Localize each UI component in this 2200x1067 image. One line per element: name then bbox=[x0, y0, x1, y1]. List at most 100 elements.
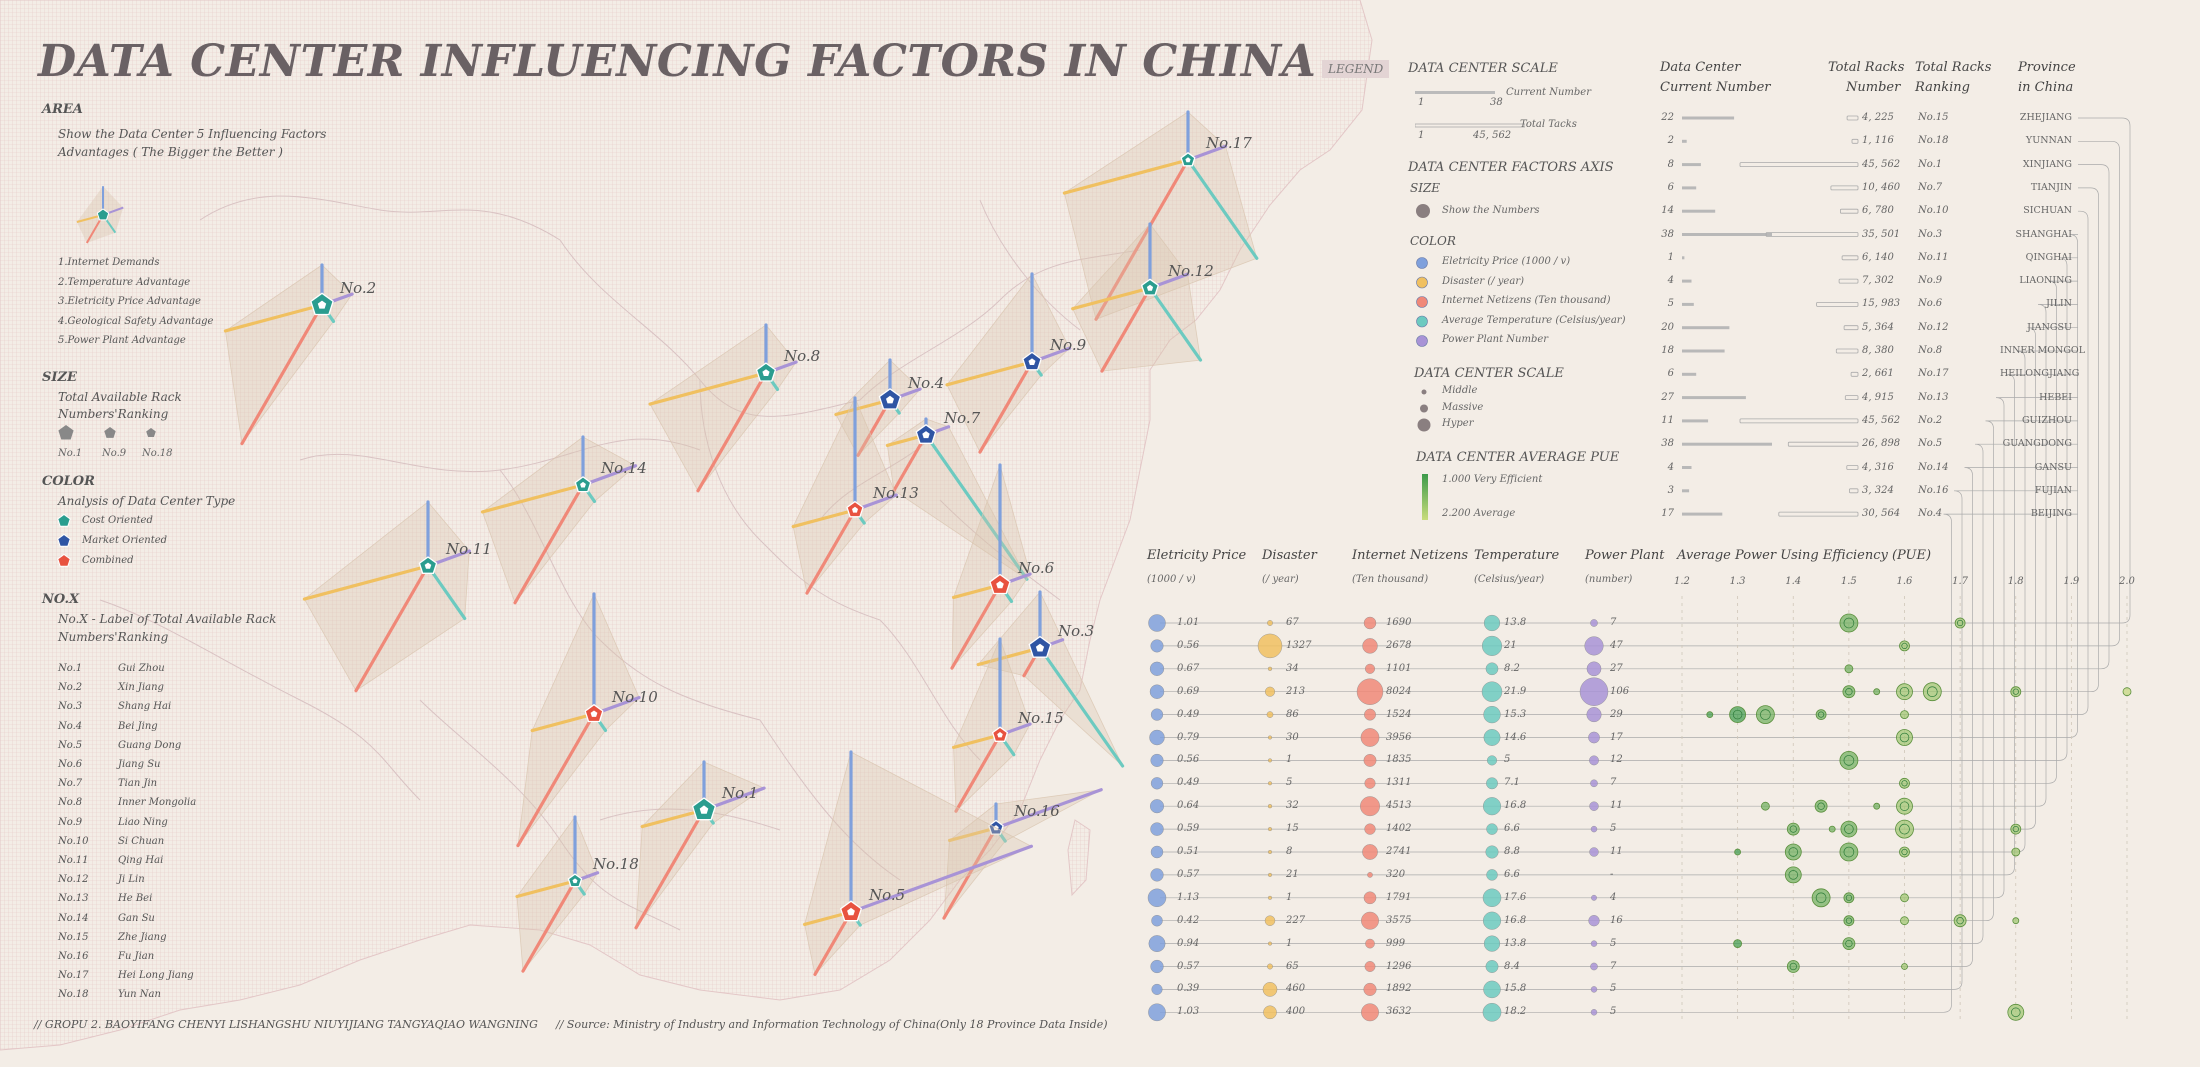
factor-value: 2741 bbox=[1386, 846, 1412, 857]
table-header-province: in China bbox=[2018, 80, 2074, 95]
pue-bubble bbox=[1734, 848, 1741, 856]
total-tacks-bar bbox=[1415, 123, 1525, 128]
factor-bubble bbox=[1264, 686, 1275, 697]
pue-bubble bbox=[1896, 797, 1913, 815]
rack-bar bbox=[1846, 465, 1859, 470]
table-header-ranking: Ranking bbox=[1915, 80, 1970, 95]
pue-bubble bbox=[1899, 640, 1910, 652]
radar-axis bbox=[240, 303, 324, 446]
ranking-province: Gui Zhou bbox=[118, 663, 165, 674]
color-heading: COLOR bbox=[42, 474, 95, 489]
pue-bubble bbox=[1842, 937, 1856, 950]
connector-line bbox=[1160, 397, 2078, 899]
marker-center bbox=[997, 732, 1003, 738]
col-unit-temp: (Celsius/year) bbox=[1474, 574, 1545, 585]
factor-bubble bbox=[1485, 960, 1499, 973]
radar-axis bbox=[1100, 286, 1152, 373]
rack-number: 26, 898 bbox=[1862, 438, 1901, 450]
rack-bar bbox=[1765, 232, 1859, 237]
factor-bubble bbox=[1590, 986, 1598, 993]
scale2-label: Middle bbox=[1442, 385, 1478, 396]
factor-value: 0.67 bbox=[1177, 662, 1200, 674]
ranking-province: Bei Jing bbox=[118, 720, 158, 732]
dc-count: 8 bbox=[1667, 158, 1674, 170]
pue-bubble bbox=[1895, 819, 1914, 839]
factor-bubble bbox=[1486, 755, 1497, 766]
pue-bubble-inner bbox=[1843, 846, 1855, 858]
marker-label: No.4 bbox=[907, 374, 944, 392]
marker-label: No.2 bbox=[339, 279, 376, 297]
marker-label: No.17 bbox=[1205, 134, 1252, 152]
rack-bar bbox=[1739, 418, 1859, 424]
factor-value: 14.6 bbox=[1504, 731, 1527, 743]
rack-rank: No.5 bbox=[1918, 438, 1943, 450]
factor-bubble bbox=[1590, 1009, 1598, 1016]
pue-tick-label: 1.2 bbox=[1674, 576, 1690, 587]
marker-center bbox=[922, 431, 930, 439]
factor-value: 0.51 bbox=[1177, 846, 1200, 857]
size-example-label: No.9 bbox=[102, 448, 127, 459]
pue-bubble bbox=[1900, 710, 1909, 719]
table-header-ranking: Total Racks bbox=[1915, 60, 1992, 75]
radar-axis bbox=[581, 464, 638, 487]
pue-bubble bbox=[1953, 914, 1967, 928]
marker-center bbox=[1185, 157, 1191, 163]
radar-axis bbox=[805, 508, 857, 595]
factor-value: 13.8 bbox=[1504, 937, 1527, 949]
scale-dot bbox=[1417, 418, 1431, 432]
pue-bubble-inner bbox=[1789, 962, 1797, 971]
radar-area bbox=[835, 359, 921, 457]
factor-value: 17.6 bbox=[1504, 891, 1527, 903]
pue-bubble bbox=[2122, 687, 2132, 697]
factor-bubble bbox=[1590, 619, 1598, 627]
rack-rank: No.6 bbox=[1918, 298, 1943, 310]
factor-value: 5 bbox=[1504, 754, 1511, 766]
pue-bubble bbox=[1899, 777, 1910, 789]
factor-value: 11 bbox=[1610, 800, 1623, 812]
rack-number: 1, 116 bbox=[1862, 135, 1894, 147]
rack-rank: No.12 bbox=[1918, 321, 1949, 333]
rack-rank: No.7 bbox=[1918, 181, 1943, 193]
pue-bubble-inner bbox=[1844, 824, 1854, 834]
ranking-province: Liao Ning bbox=[118, 816, 168, 828]
pue-bubble-inner bbox=[1899, 801, 1910, 811]
factor-value: 13.8 bbox=[1504, 617, 1527, 628]
connector-line bbox=[1160, 140, 2120, 647]
dc-count-bar bbox=[1682, 139, 1687, 143]
province-name: FUJIAN bbox=[2034, 484, 2072, 496]
ranking-province: Qing Hai bbox=[118, 855, 164, 866]
rack-rank: No.17 bbox=[1918, 368, 1949, 380]
radar-axis bbox=[1071, 286, 1152, 311]
radar-area bbox=[1072, 223, 1201, 372]
pentagon-icon bbox=[57, 533, 71, 547]
factor-bubble bbox=[1149, 684, 1165, 699]
connector-line bbox=[1160, 280, 2078, 784]
radar-axis bbox=[1094, 158, 1190, 321]
factor-bubble bbox=[1257, 633, 1283, 659]
pue-bubble bbox=[1756, 705, 1775, 724]
factor-bubble bbox=[1150, 822, 1164, 836]
ranking-province: Yun Nan bbox=[118, 989, 161, 1001]
marker-label: No.14 bbox=[600, 459, 647, 477]
factor-value: 32 bbox=[1286, 800, 1299, 812]
factor-bubble bbox=[1264, 915, 1276, 926]
pue-tick-label: 1.6 bbox=[1896, 576, 1913, 587]
pue-bubble-inner bbox=[1788, 870, 1799, 880]
factor-value: 8.2 bbox=[1504, 662, 1520, 674]
dc-count-bar bbox=[1682, 349, 1725, 353]
pue-bubble-inner bbox=[1901, 780, 1908, 787]
col-header-plant: Power Plant bbox=[1585, 548, 1665, 563]
ranking-province: Hei Long Jiang bbox=[118, 970, 194, 982]
scale2-heading: DATA CENTER SCALE bbox=[1414, 366, 1564, 381]
radar-axis bbox=[994, 788, 1103, 830]
pue-bubble bbox=[2011, 847, 2021, 857]
dc-count: 38 bbox=[1661, 438, 1674, 450]
factor-bubble bbox=[1486, 869, 1498, 881]
dc-count: 2 bbox=[1667, 135, 1674, 147]
factor-value: 400 bbox=[1286, 1006, 1306, 1018]
factor-value: 65 bbox=[1286, 960, 1299, 972]
rack-rank: No.2 bbox=[1918, 414, 1943, 426]
radar-axis bbox=[521, 879, 577, 973]
rack-rank: No.8 bbox=[1918, 345, 1943, 356]
